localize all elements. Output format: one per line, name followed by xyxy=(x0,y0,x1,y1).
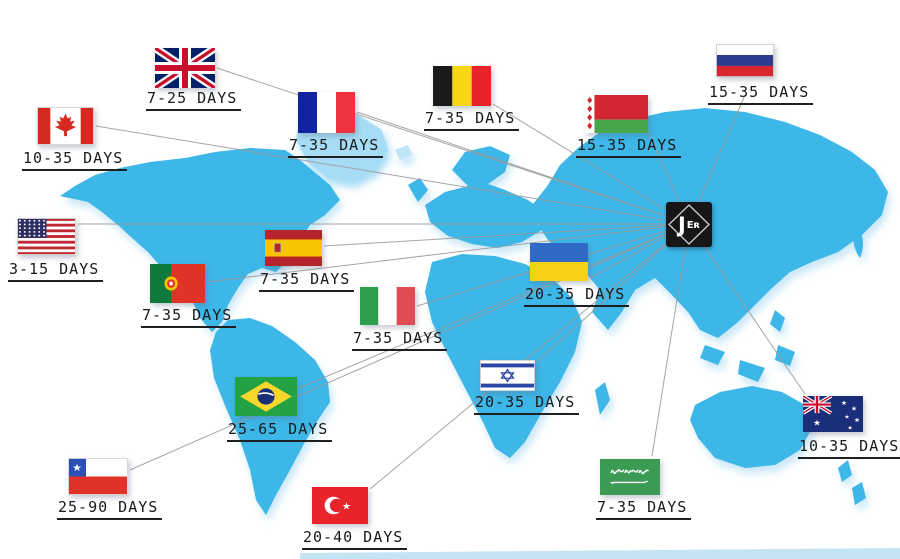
days-label-uk: 7-25 DAYS xyxy=(146,90,242,111)
connector-line-saudi-arabia xyxy=(651,223,690,457)
connector-line-belgium xyxy=(492,103,690,225)
brazil-flag-icon xyxy=(235,377,297,416)
italy-flag-icon xyxy=(360,287,415,325)
days-label-ukraine: 20-35 DAYS xyxy=(524,286,630,307)
svg-text:★: ★ xyxy=(854,416,860,424)
australia-flag-icon: ★ ★ ★ ★ ★ ★ xyxy=(803,396,863,432)
uk-flag-icon xyxy=(155,48,215,88)
days-label-usa: 3-15 DAYS xyxy=(8,261,104,282)
connector-line-portugal xyxy=(206,223,690,283)
days-label-portugal: 7-35 DAYS xyxy=(141,307,237,328)
days-label-russia: 15-35 DAYS xyxy=(708,84,814,105)
canada-flag-icon xyxy=(37,107,94,145)
svg-text:★: ★ xyxy=(844,414,849,421)
connector-lines xyxy=(78,67,806,490)
connector-line-turkey xyxy=(369,223,690,490)
belarus-flag-icon xyxy=(585,95,648,133)
connector-line-uk xyxy=(216,67,690,225)
days-label-canada: 10-35 DAYS xyxy=(22,150,128,171)
brand-logo: J Eʀ xyxy=(666,202,712,247)
russia-flag-icon xyxy=(716,44,774,77)
belgium-flag-icon xyxy=(433,66,491,106)
connector-line-chile xyxy=(129,223,690,471)
turkey-flag-icon: ★ xyxy=(312,487,368,524)
connector-line-canada xyxy=(95,125,690,225)
days-label-chile: 25-90 DAYS xyxy=(57,499,163,520)
svg-text:★: ★ xyxy=(847,425,852,432)
spain-flag-icon xyxy=(265,230,322,266)
logo-diamond-icon xyxy=(666,202,712,247)
connector-line-brazil xyxy=(298,223,690,389)
days-label-belgium: 7-35 DAYS xyxy=(424,110,520,131)
days-label-israel: 20-35 DAYS xyxy=(474,394,580,415)
days-label-italy: 7-35 DAYS xyxy=(352,330,448,351)
days-label-saudi-arabia: 7-35 DAYS xyxy=(596,499,692,520)
saudi-arabia-flag-icon xyxy=(600,459,660,495)
svg-text:★: ★ xyxy=(72,462,82,474)
connector-line-australia xyxy=(688,223,806,395)
days-label-france: 7-35 DAYS xyxy=(288,137,384,158)
connector-line-spain xyxy=(323,223,690,247)
days-label-spain: 7-35 DAYS xyxy=(259,271,355,292)
days-label-australia: 10-35 DAYS xyxy=(798,438,900,459)
days-label-belarus: 15-35 DAYS xyxy=(576,137,682,158)
svg-text:★: ★ xyxy=(342,502,351,513)
logo-letter-sub: Eʀ xyxy=(686,220,701,231)
france-flag-icon xyxy=(298,92,355,133)
days-label-brazil: 25-65 DAYS xyxy=(227,421,333,442)
logo-letter-main: J xyxy=(677,212,686,237)
logo-text: J Eʀ xyxy=(666,202,712,247)
antarctica-edge xyxy=(300,548,900,559)
portugal-flag-icon xyxy=(150,264,205,303)
connector-line-france xyxy=(356,111,690,225)
svg-text:★: ★ xyxy=(851,405,857,413)
israel-flag-icon xyxy=(480,360,535,391)
svg-text:★: ★ xyxy=(841,399,847,407)
svg-text:★: ★ xyxy=(813,419,821,428)
usa-flag-icon xyxy=(17,218,76,255)
days-label-turkey: 20-40 DAYS xyxy=(302,529,408,550)
ukraine-flag-icon xyxy=(530,243,588,281)
chile-flag-icon: ★ xyxy=(68,458,128,495)
connector-line-israel xyxy=(536,223,690,363)
